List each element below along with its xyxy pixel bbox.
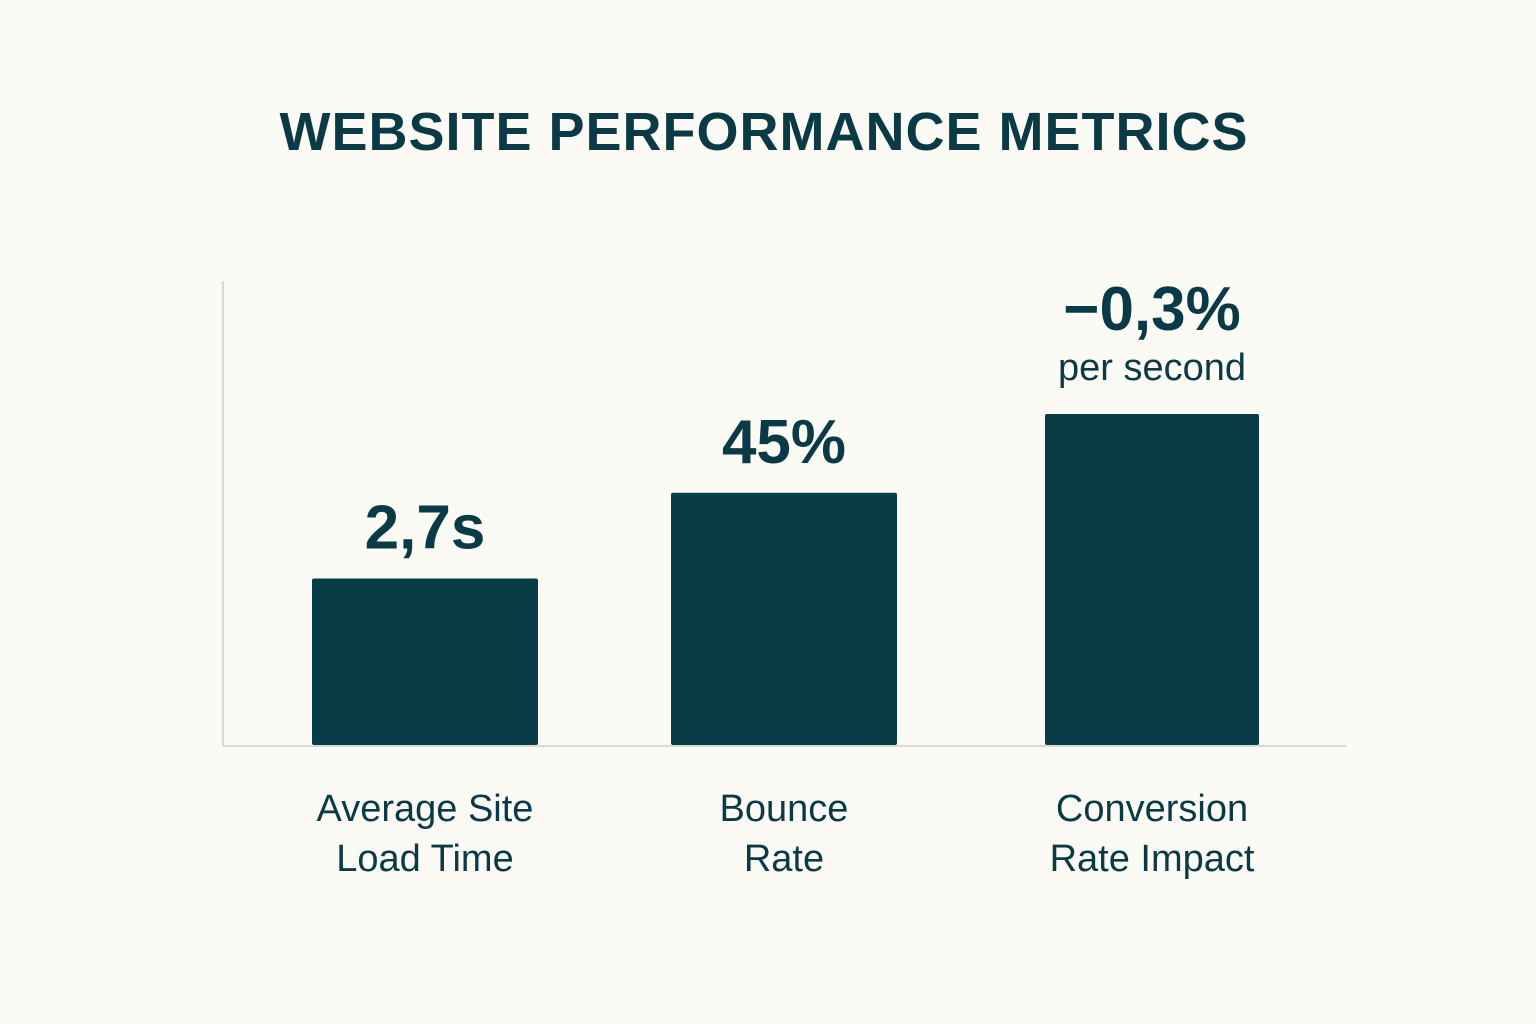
value-label-1: 2,7s [365, 494, 486, 563]
value-label-2: 45% [722, 408, 846, 477]
value-sublabel-3: per second [1058, 347, 1246, 389]
category-label-3-line-1: Conversion [1056, 788, 1248, 830]
category-label-1-line-1: Average Site [317, 788, 534, 830]
category-label-1-line-2: Load Time [336, 838, 513, 880]
chart-title: WEBSITE PERFORMANCE METRICS [279, 102, 1248, 162]
bar-3 [1045, 414, 1259, 745]
category-label-3-line-2: Rate Impact [1050, 838, 1255, 880]
bars-layer: 2,7s Average Site Load Time 45% Bounce Rate −0… [312, 275, 1259, 880]
category-label-2-line-1: Bounce [720, 788, 849, 830]
bar-1 [312, 578, 538, 745]
bar-2 [671, 492, 897, 745]
value-label-3: −0,3% [1063, 275, 1241, 344]
category-label-2-line-2: Rate [744, 838, 824, 880]
